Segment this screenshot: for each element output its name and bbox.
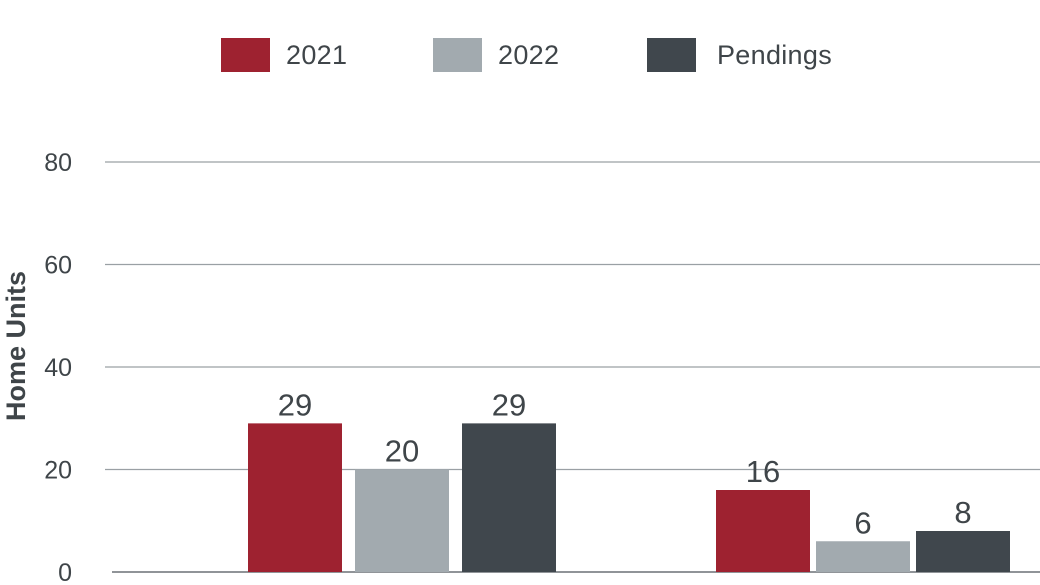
legend-swatch-2021 [221,38,270,72]
data-label-2021-1: 16 [746,454,780,489]
bar-pendings-1 [916,531,1010,572]
bar-pendings-0 [462,423,556,572]
y-tick-label-0: 0 [58,559,72,585]
y-axis-label: Home Units [1,271,31,421]
bars [248,423,1010,572]
y-tick-label-80: 80 [44,149,72,177]
bar-2022-1 [816,541,910,572]
y-tick-label-60: 60 [44,252,72,280]
data-labels: 29 16 20 6 29 8 [278,387,972,540]
y-tick-label-40: 40 [44,354,72,382]
legend-label-pendings: Pendings [717,39,832,70]
legend-item-pendings: Pendings [647,38,832,72]
legend-label-2022: 2022 [498,39,560,70]
data-label-2021-0: 29 [278,387,312,422]
legend: 2021 2022 Pendings [0,38,1040,78]
legend-label-2021: 2021 [286,39,348,70]
data-label-2022-1: 6 [854,505,871,540]
legend-item-2022: 2022 [433,38,559,72]
gridlines [105,161,1040,573]
y-tick-label-20: 20 [44,457,72,485]
legend-item-2021: 2021 [221,38,347,72]
y-axis-ticks: 0 20 40 60 80 [44,149,72,585]
legend-swatch-pendings [647,38,696,72]
data-label-pendings-1: 8 [954,495,971,530]
legend-swatch-2022 [433,38,482,72]
data-label-2022-0: 20 [385,434,419,469]
bar-2021-1 [716,490,810,572]
data-label-pendings-0: 29 [492,387,526,422]
bar-2021-0 [248,423,342,572]
bar-2022-0 [355,469,449,572]
